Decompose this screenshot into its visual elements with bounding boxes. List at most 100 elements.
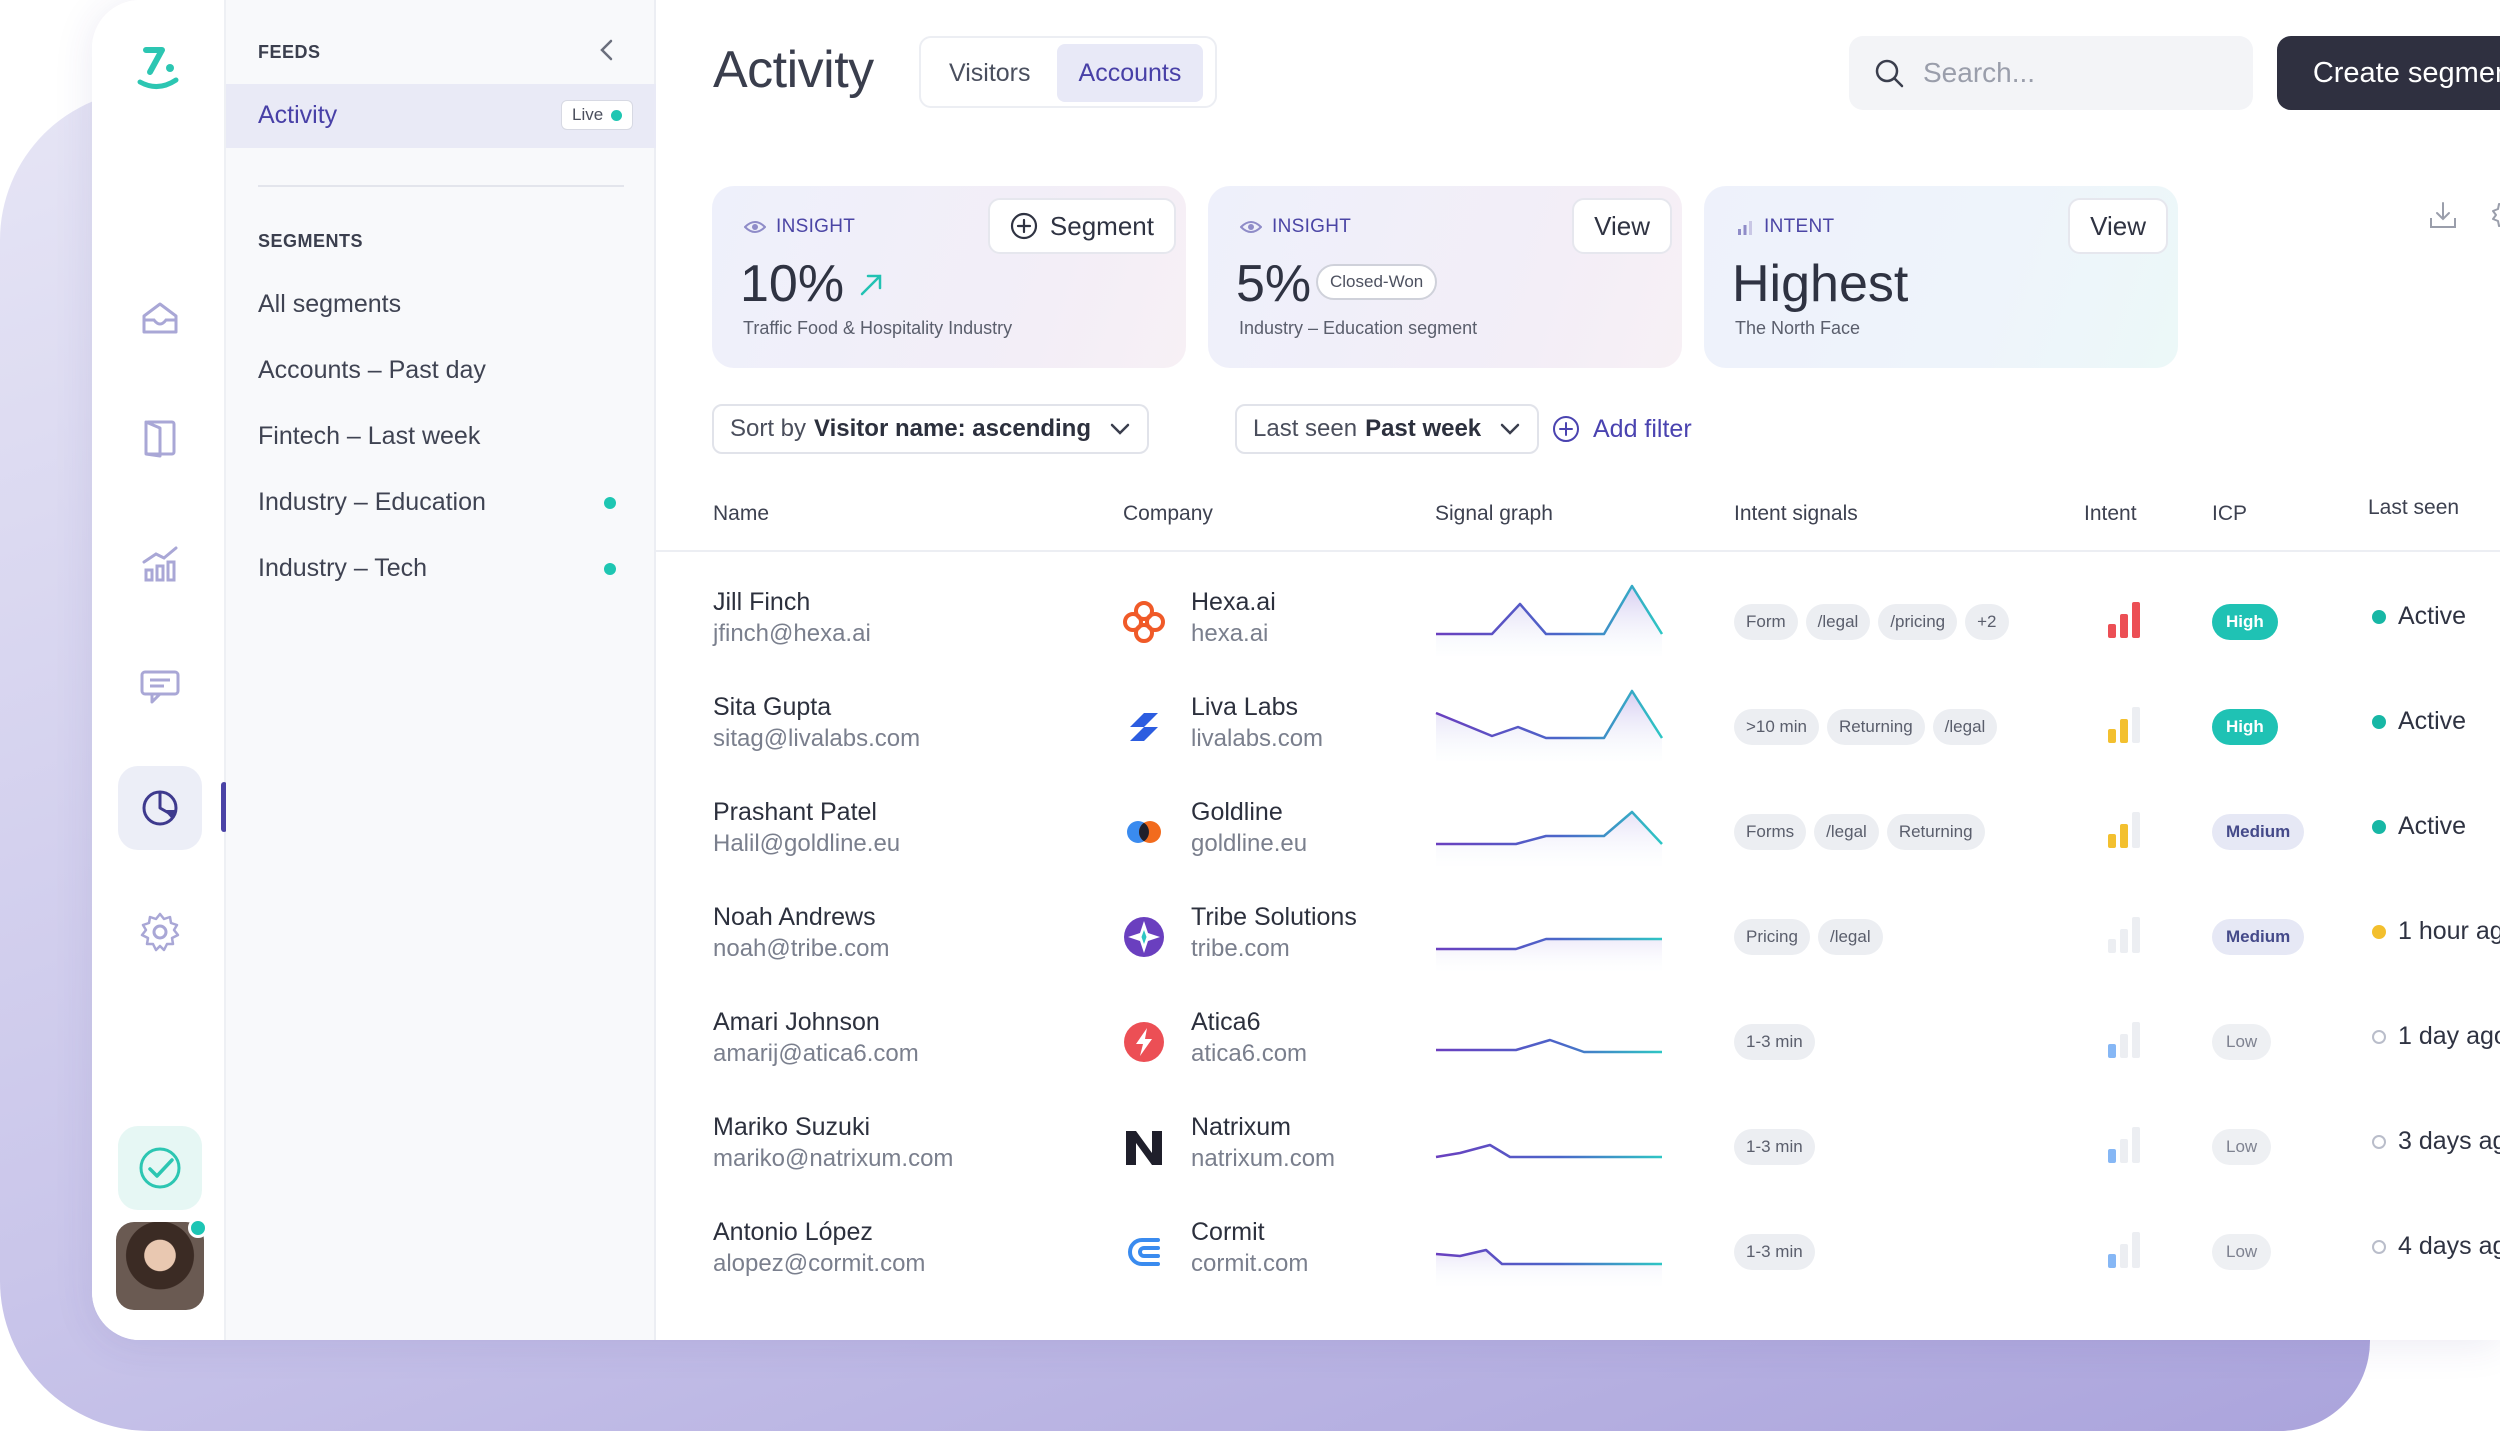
icp-badge: Medium [2212, 919, 2305, 955]
segment-new-dot [604, 497, 616, 509]
signal-sparkline [1435, 1248, 1662, 1286]
analytics-icon[interactable] [118, 522, 202, 606]
table-row[interactable]: Antonio López alopez@cormit.com Cormit c… [656, 1214, 2500, 1314]
visitor-email: alopez@cormit.com [713, 1250, 926, 1277]
tab-visitors[interactable]: Visitors [949, 58, 1031, 87]
company-name[interactable]: Natrixum [1191, 1113, 1292, 1141]
last-seen-label: 4 days ago [2398, 1232, 2500, 1260]
inbox-icon[interactable] [118, 276, 202, 360]
card-kicker-label: INSIGHT [1272, 216, 1352, 237]
segment-button[interactable]: Segment [987, 198, 1176, 254]
card-subtitle: The North Face [1735, 318, 1861, 338]
plus-circle-icon [1010, 212, 1038, 240]
column-header-icp[interactable]: ICP [2212, 502, 2248, 525]
last-seen: Active [2372, 707, 2466, 736]
company-name[interactable]: Goldline [1191, 798, 1283, 826]
eye-icon [744, 221, 766, 233]
check-circle-icon[interactable] [118, 1126, 202, 1210]
online-status-dot [188, 1218, 208, 1238]
sort-dropdown[interactable]: Sort by Visitor name: ascending [712, 404, 1150, 454]
signal-tag: /pricing [1878, 604, 1958, 640]
chevron-left-icon[interactable] [596, 38, 618, 62]
page-title: Activity [713, 41, 874, 99]
column-header-last-seen[interactable]: Last seen [2368, 496, 2460, 519]
arrow-up-right-icon [860, 274, 882, 296]
company-name[interactable]: Cormit [1191, 1218, 1265, 1246]
liva-labs-logo-icon [1130, 713, 1158, 741]
column-header-intent[interactable]: Intent [2084, 502, 2137, 525]
table-row[interactable]: Prashant Patel Halil@goldline.eu Goldlin… [656, 794, 2500, 894]
segment-item[interactable]: Industry – Education [258, 488, 486, 516]
signal-sparkline [1436, 1038, 1662, 1054]
pie-chart-icon[interactable] [118, 766, 202, 850]
intent-signal-tags: 1-3 min [1734, 1129, 1815, 1165]
table-row[interactable]: Jill Finch jfinch@hexa.ai Hexa.ai hexa.a… [656, 584, 2500, 684]
door-icon[interactable] [118, 396, 202, 480]
signal-tag[interactable]: +2 [1965, 604, 2009, 640]
gear-icon[interactable] [2490, 198, 2500, 232]
create-segment-button[interactable]: Create segment [2277, 36, 2500, 110]
tribe-logo-icon [1124, 917, 1164, 957]
view-button[interactable]: View [1572, 198, 1672, 254]
company-domain: cormit.com [1191, 1250, 1309, 1277]
segment-item[interactable]: Industry – Tech [258, 554, 428, 582]
company-name[interactable]: Hexa.ai [1191, 588, 1276, 616]
feed-item-activity[interactable]: Activity Live [226, 84, 656, 148]
table-row[interactable]: Amari Johnson amarij@atica6.com Atica6 a… [656, 1004, 2500, 1104]
visitor-name: Prashant Patel [713, 798, 877, 826]
company-name[interactable]: Atica6 [1191, 1008, 1261, 1036]
status-dot [2372, 819, 2386, 834]
intent-bars-none-icon [2108, 917, 2140, 953]
segment-item[interactable]: Fintech – Last week [258, 422, 481, 450]
table-row[interactable]: Mariko Suzuki mariko@natrixum.com Natrix… [656, 1109, 2500, 1209]
segment-item[interactable]: All segments [258, 290, 402, 318]
intent-signal-tags: Form /legal /pricing +2 [1734, 604, 2009, 640]
logo-icon[interactable] [128, 36, 188, 96]
last-seen-dropdown[interactable]: Last seen Past week [1235, 404, 1540, 454]
add-filter-label: Add filter [1593, 414, 1692, 443]
signal-sparkline [1435, 689, 1664, 761]
view-button[interactable]: View [2068, 198, 2168, 254]
settings-icon[interactable] [118, 890, 202, 974]
signal-tag: /legal [1817, 919, 1883, 955]
download-icon[interactable] [2426, 198, 2460, 232]
card-subtitle: Industry – Education segment [1239, 318, 1478, 338]
column-header-name[interactable]: Name [713, 502, 770, 525]
avatar[interactable] [116, 1222, 204, 1310]
card-value: 5% [1236, 255, 1312, 313]
segment-item[interactable]: Accounts – Past day [258, 356, 486, 384]
column-header-intent-signals[interactable]: Intent signals [1734, 502, 1858, 525]
last-seen: 4 days ago [2372, 1232, 2500, 1261]
column-header-signal-graph[interactable]: Signal graph [1435, 502, 1553, 525]
messages-icon[interactable] [118, 644, 202, 728]
signal-tag: Forms [1734, 814, 1807, 850]
search-input[interactable] [1923, 57, 2223, 89]
signal-tag: >10 min [1734, 709, 1819, 745]
last-seen: 1 day ago [2372, 1022, 2500, 1051]
column-header-company[interactable]: Company [1123, 502, 1213, 525]
card-value: Highest [1732, 255, 1909, 313]
visitor-email: jfinch@hexa.ai [713, 620, 871, 647]
signal-tag: /legal [1932, 709, 1998, 745]
icon-rail [92, 0, 227, 1340]
company-name[interactable]: Tribe Solutions [1191, 903, 1357, 931]
tab-accounts[interactable]: Accounts [1056, 44, 1204, 102]
segment-new-dot [604, 563, 616, 575]
last-seen-label: 1 day ago [2398, 1022, 2500, 1050]
signal-sparkline [1436, 584, 1664, 656]
company-domain: atica6.com [1191, 1040, 1308, 1067]
card-value: 10% [740, 255, 845, 313]
icp-badge: Low [2212, 1129, 2272, 1165]
live-badge: Live [561, 100, 634, 130]
add-filter-button[interactable]: Add filter [1551, 414, 1692, 444]
last-seen-label: 1 hour ago [2398, 917, 2500, 945]
sort-prefix: Sort by [730, 415, 807, 442]
visitor-name: Amari Johnson [713, 1008, 880, 1036]
icp-badge: Low [2212, 1024, 2272, 1060]
table-row[interactable]: Noah Andrews noah@tribe.com Tribe Soluti… [656, 899, 2500, 999]
company-name[interactable]: Liva Labs [1191, 693, 1299, 721]
natrixum-logo-icon [1126, 1131, 1162, 1165]
insight-card: INSIGHT 5% Closed-Won Industry – Educati… [1208, 186, 1682, 368]
live-badge-label: Live [572, 105, 604, 124]
table-row[interactable]: Sita Gupta sitag@livalabs.com Liva Labs … [656, 689, 2500, 789]
